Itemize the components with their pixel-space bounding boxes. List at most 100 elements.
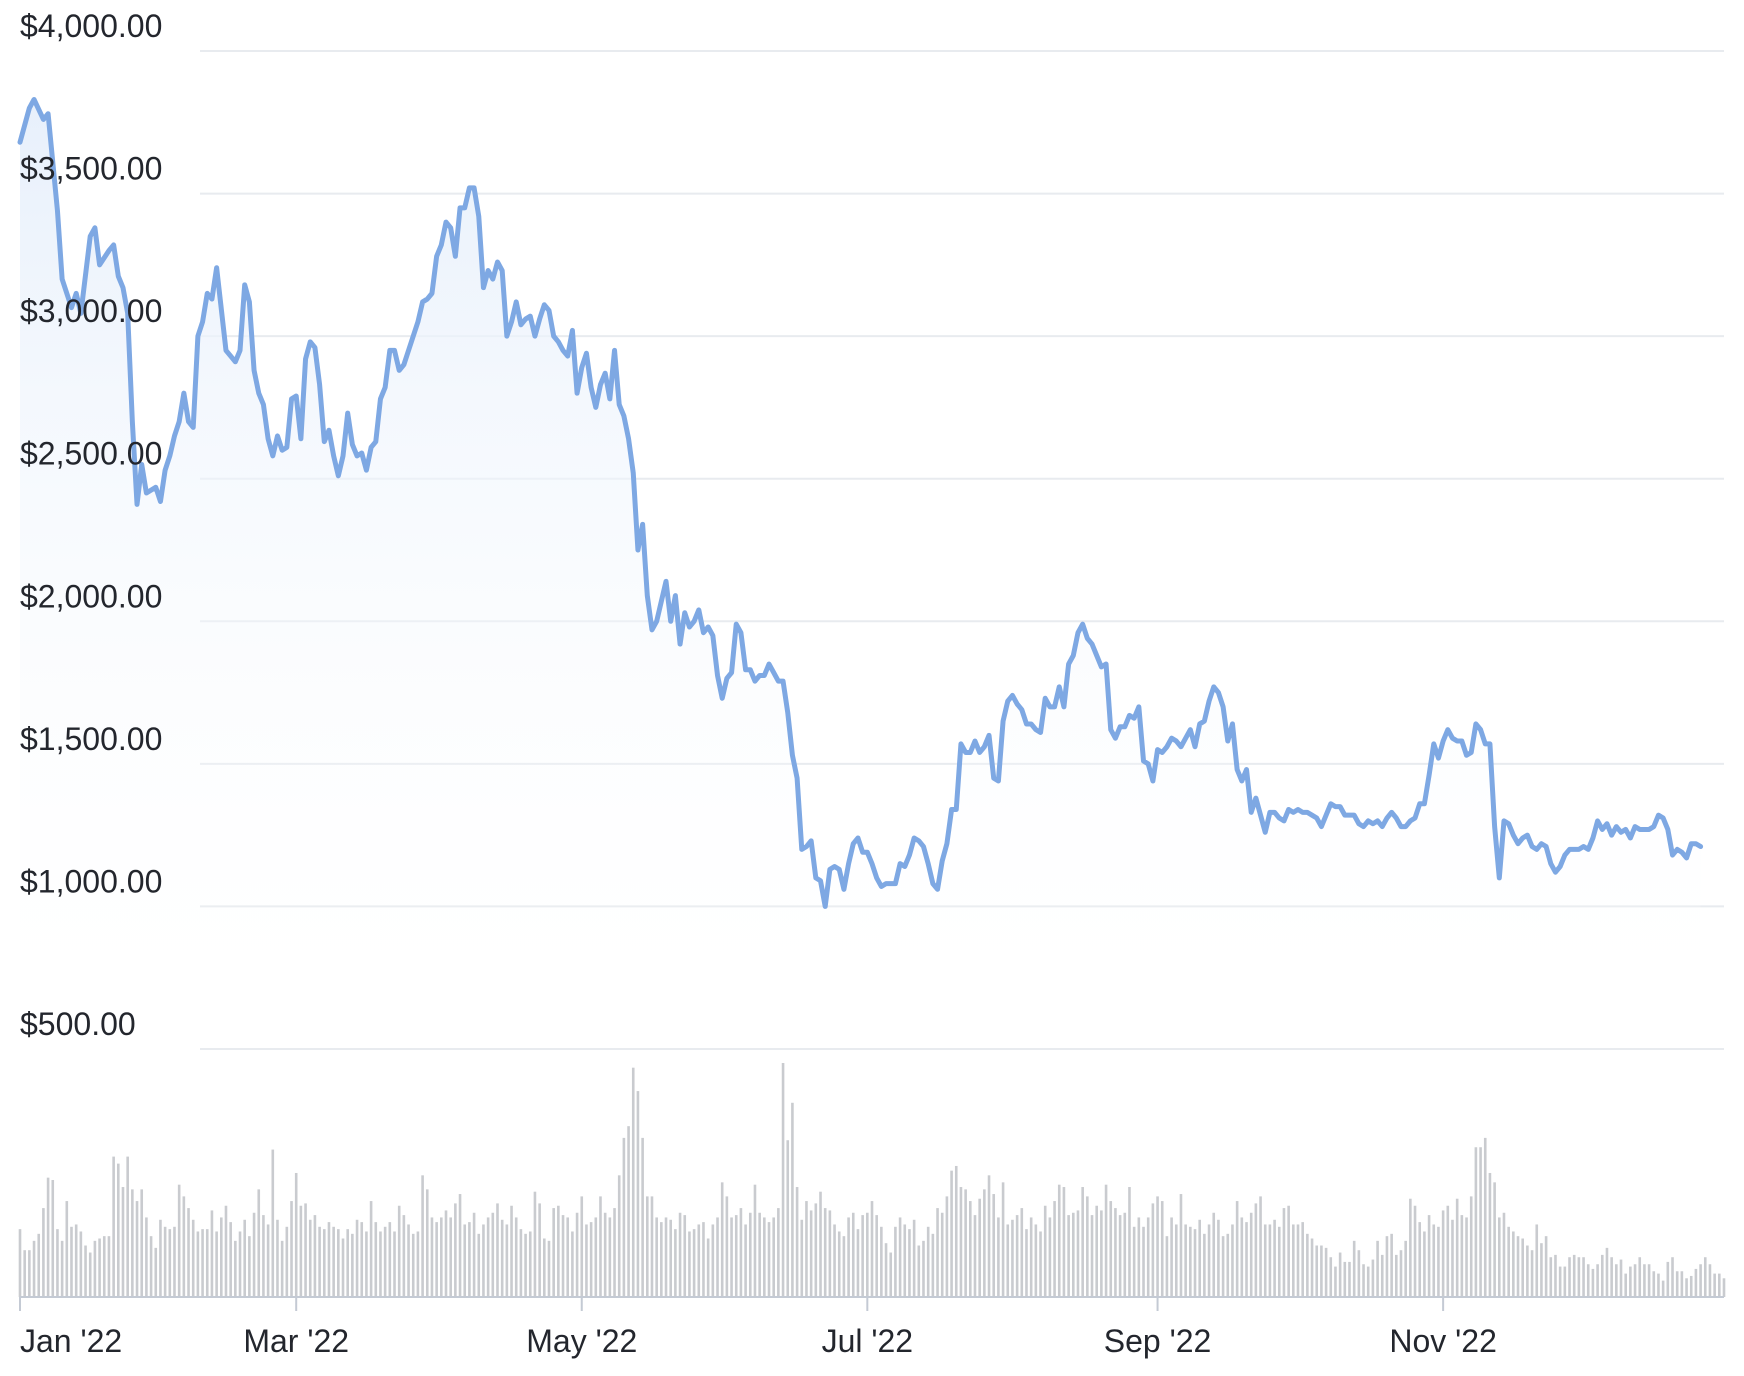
volume-bar (1217, 1219, 1220, 1297)
volume-bar (1292, 1224, 1295, 1297)
volume-bar (828, 1210, 832, 1297)
volume-bar (528, 1231, 532, 1297)
volume-bar (748, 1212, 752, 1297)
volume-bar (917, 1245, 921, 1297)
volume-bar (566, 1217, 570, 1297)
volume-bar (1357, 1250, 1361, 1297)
volume-bar (482, 1224, 485, 1297)
volume-bar (163, 1226, 167, 1297)
volume-bar (322, 1229, 326, 1297)
volume-bar (32, 1240, 36, 1297)
volume-bar (1249, 1212, 1253, 1297)
volume-bar (1460, 1215, 1464, 1297)
volume-bar (1643, 1264, 1646, 1297)
volume-bar (1657, 1273, 1660, 1297)
volume-bar (763, 1217, 766, 1297)
volume-bar (1685, 1278, 1688, 1297)
volume-bar (538, 1203, 541, 1297)
volume-bar (1207, 1224, 1211, 1297)
volume-bar (1380, 1254, 1384, 1297)
volume-bar (1586, 1264, 1590, 1297)
volume-bar (1081, 1187, 1084, 1297)
volume-bar (168, 1229, 172, 1297)
volume-bar (229, 1222, 232, 1297)
volume-bar (1203, 1233, 1206, 1297)
volume-bar (468, 1222, 471, 1297)
volume-bar (622, 1137, 626, 1297)
volume-bar (1076, 1210, 1080, 1297)
volume-bar (341, 1238, 345, 1297)
volume-bar (758, 1212, 761, 1297)
volume-bar (187, 1208, 190, 1297)
volume-bar (809, 1210, 813, 1297)
volume-bar (636, 1091, 640, 1297)
volume-bar (430, 1217, 434, 1297)
volume-bar (1432, 1224, 1436, 1297)
volume-bar (1615, 1264, 1618, 1297)
volume-bar (70, 1226, 73, 1297)
price-area-fill (20, 99, 1701, 1050)
volume-bar (500, 1219, 504, 1297)
volume-bar (1366, 1266, 1370, 1297)
volume-bar (842, 1236, 846, 1297)
volume-bar (1104, 1184, 1108, 1297)
volume-bar (505, 1224, 509, 1297)
volume-bar (472, 1212, 476, 1297)
volume-bar (1329, 1257, 1333, 1297)
volume-bar (454, 1203, 457, 1297)
volume-bar (191, 1219, 195, 1297)
volume-bar (449, 1217, 452, 1297)
volume-bar (1680, 1271, 1684, 1297)
volume-bar (107, 1236, 111, 1297)
volume-bar (463, 1224, 467, 1297)
volume-bar (84, 1245, 87, 1297)
volume-bar (327, 1222, 331, 1297)
volume-bar (983, 1189, 986, 1297)
volume-bar (290, 1201, 293, 1297)
volume-bar (1451, 1219, 1454, 1297)
volume-bar (1128, 1187, 1131, 1297)
volume-bar (1160, 1201, 1164, 1297)
volume-bar (1647, 1264, 1651, 1297)
volume-bar (1151, 1203, 1155, 1297)
volume-bar (491, 1212, 495, 1297)
volume-bar (1090, 1215, 1094, 1297)
volume-bar (102, 1236, 106, 1297)
volume-bar (1315, 1245, 1319, 1297)
volume-bar (243, 1219, 246, 1297)
volume-bar (332, 1226, 335, 1297)
volume-bar (205, 1229, 209, 1297)
volume-bar (561, 1215, 565, 1297)
volume-bar (1039, 1231, 1042, 1297)
volume-bar (1582, 1257, 1585, 1297)
volume-bar (388, 1222, 392, 1297)
volume-bar (875, 1215, 878, 1297)
volume-bar (837, 1231, 841, 1297)
volume-bar (1174, 1224, 1178, 1297)
volume-bar (159, 1219, 162, 1297)
volume-bar (266, 1224, 270, 1297)
volume-bar (1114, 1208, 1117, 1297)
volume-bar (1512, 1231, 1515, 1297)
volume-bar (1011, 1219, 1014, 1297)
volume-bar (950, 1170, 953, 1297)
volume-bar (1455, 1198, 1459, 1297)
volume-bar (1235, 1201, 1239, 1297)
volume-bar (683, 1215, 687, 1297)
volume-bar (791, 1102, 794, 1297)
volume-bar (716, 1217, 719, 1297)
volume-bar (823, 1208, 827, 1297)
volume-bar (1310, 1238, 1314, 1297)
volume-bar (374, 1222, 378, 1297)
volume-bar (519, 1229, 523, 1297)
volume-bar (777, 1208, 780, 1297)
volume-bar (1390, 1233, 1393, 1297)
volume-bar (1212, 1212, 1216, 1297)
volume-bar (1493, 1182, 1496, 1297)
volume-bar (1675, 1271, 1679, 1297)
y-tick-label: $1,000.00 (20, 863, 162, 899)
volume-bar (402, 1215, 406, 1297)
volume-bar (866, 1212, 869, 1297)
volume-bar (945, 1196, 949, 1297)
volume-bar (997, 1217, 1000, 1297)
